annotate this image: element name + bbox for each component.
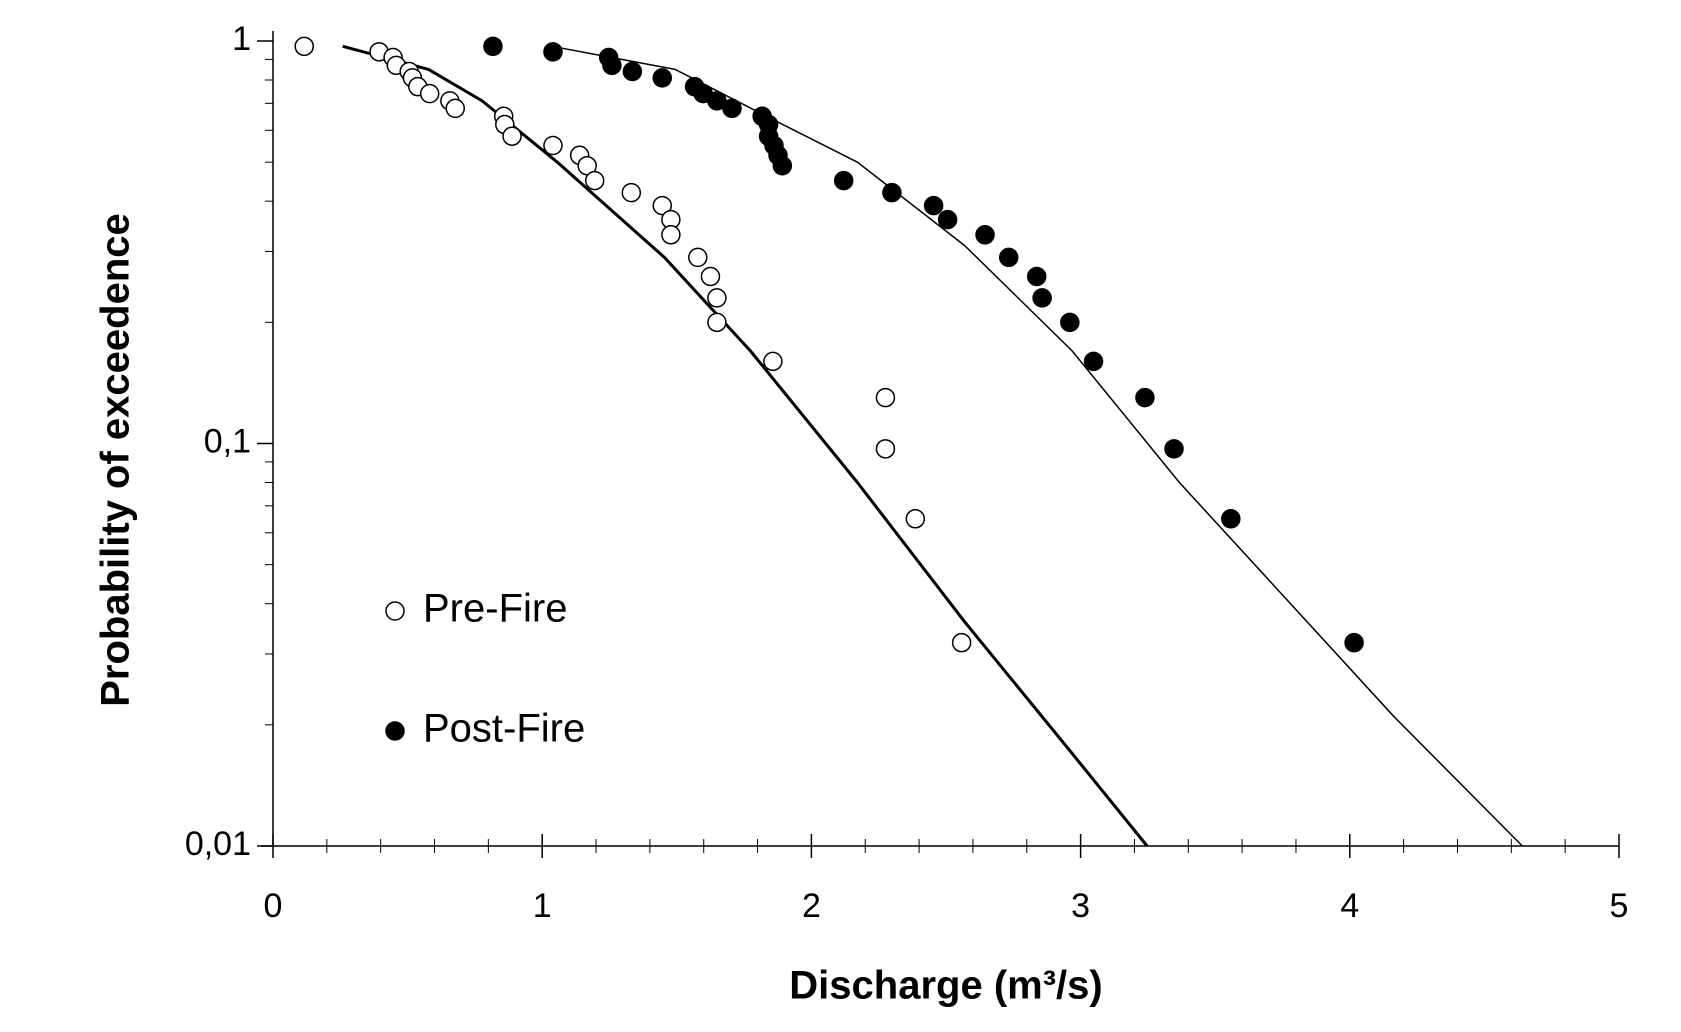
data-point [1083,351,1104,372]
data-point [483,36,503,57]
data-point [584,170,605,191]
y-tick-label: 0,1 [204,422,251,460]
data-point [707,312,727,333]
data-point [707,288,727,308]
data-point [700,266,721,287]
x-tick-label: 4 [1340,887,1359,925]
data-point [1026,266,1047,287]
data-point [905,509,926,529]
data-point [772,155,793,176]
data-point [1032,288,1052,308]
data-point [923,195,944,216]
data-point [722,98,742,119]
x-tick-label: 0 [264,887,283,925]
data-point [621,182,642,203]
data-point [445,98,465,119]
data-point [975,225,995,245]
legend-marker [385,721,405,741]
data-point [951,632,972,653]
data-point [622,61,643,82]
data-point [937,209,958,230]
x-tick-label: 2 [802,887,821,925]
x-tick-label: 3 [1071,887,1090,925]
data-point [502,126,522,146]
data-point [652,195,673,216]
data-point [763,351,783,372]
fit-line [342,44,1149,847]
data-point [602,55,622,76]
data-point [1135,387,1155,408]
data-point [882,182,902,203]
fit-line [551,45,1523,847]
y-axis-title: Probability of exceedence [94,213,138,707]
data-point [688,247,708,268]
data-point [1164,439,1184,459]
data-point [1344,632,1364,653]
data-point [1221,509,1241,529]
legend-marker [385,601,405,621]
data-point [661,225,681,245]
y-tick-label: 0,01 [185,825,251,863]
x-tick-label: 5 [1610,887,1629,925]
data-point [1060,312,1080,333]
data-point [652,68,673,88]
x-tick-label: 1 [533,887,552,925]
data-point [875,439,896,459]
data-point [875,387,896,408]
legend-label: Post-Fire [423,707,585,751]
x-axis-title: Discharge (m³/s) [789,964,1102,1008]
data-point [419,83,440,104]
legend-label: Pre-Fire [423,587,567,631]
data-point [833,170,854,191]
y-tick-label: 1 [232,20,251,58]
data-point [543,135,563,156]
data-point [294,36,314,57]
data-point [543,42,563,62]
data-point [998,247,1019,268]
